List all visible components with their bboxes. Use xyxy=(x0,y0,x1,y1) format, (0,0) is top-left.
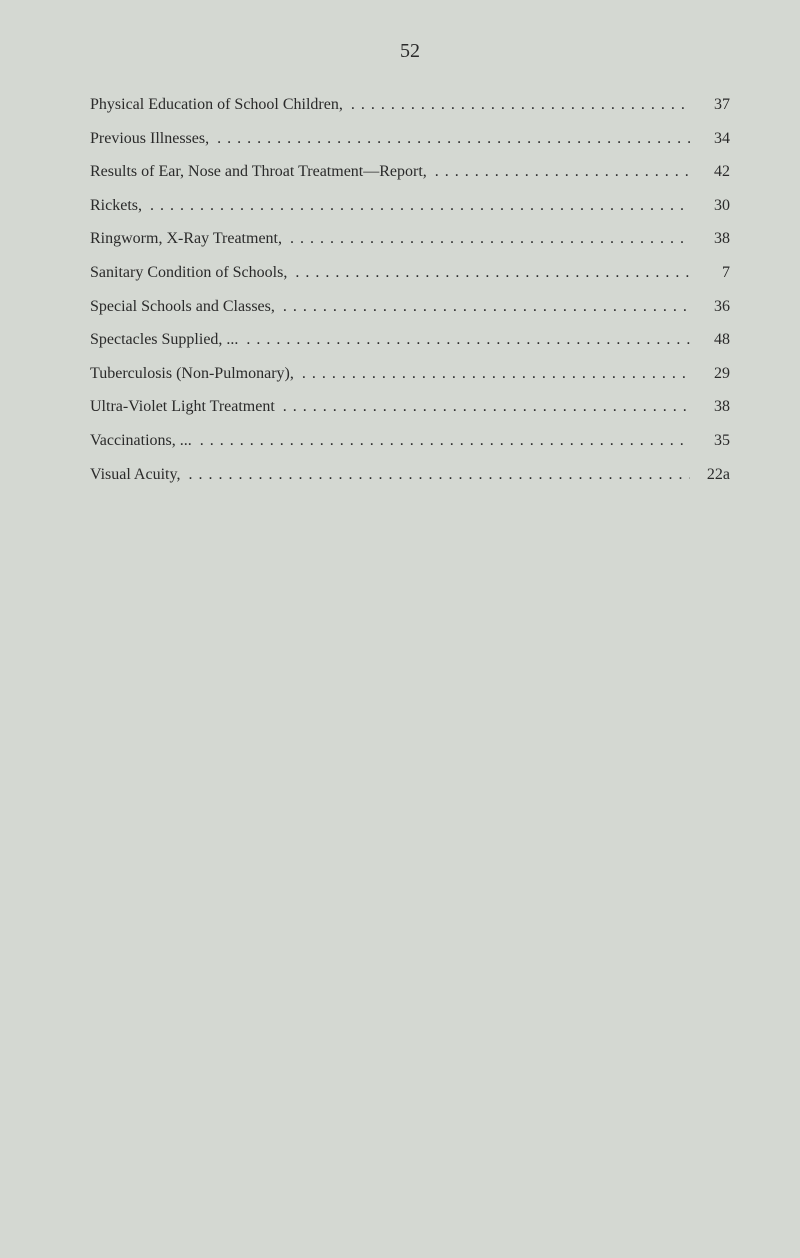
index-row: Ultra-Violet Light Treatment............… xyxy=(90,390,730,424)
index-label: Physical Education of School Children, xyxy=(90,88,343,122)
index-page-number: 35 xyxy=(690,424,730,458)
index-row: Visual Acuity,..........................… xyxy=(90,458,730,492)
leader-dots: ........................................… xyxy=(275,390,690,424)
index-row: Spectacles Supplied, ...................… xyxy=(90,323,730,357)
index-page-number: 37 xyxy=(690,88,730,122)
index-row: Tuberculosis (Non-Pulmonary),...........… xyxy=(90,357,730,391)
index-row: Results of Ear, Nose and Throat Treatmen… xyxy=(90,155,730,189)
leader-dots: ........................................… xyxy=(142,189,690,223)
index-label: Ringworm, X-Ray Treatment, xyxy=(90,222,282,256)
index-label: Rickets, xyxy=(90,189,142,223)
leader-dots: ........................................… xyxy=(294,357,690,391)
index-page-number: 30 xyxy=(690,189,730,223)
leader-dots: ........................................… xyxy=(238,323,690,357)
leader-dots: ........................................… xyxy=(180,458,690,492)
index-page-number: 29 xyxy=(690,357,730,391)
index-label: Spectacles Supplied, ... xyxy=(90,323,238,357)
index-row: Sanitary Condition of Schools,..........… xyxy=(90,256,730,290)
index-page-number: 42 xyxy=(690,155,730,189)
index-label: Special Schools and Classes, xyxy=(90,290,275,324)
leader-dots: ........................................… xyxy=(427,155,690,189)
leader-dots: ........................................… xyxy=(282,222,690,256)
index-row: Ringworm, X-Ray Treatment,..............… xyxy=(90,222,730,256)
index-list: Physical Education of School Children,..… xyxy=(90,88,730,491)
page-number: 52 xyxy=(90,40,730,63)
leader-dots: ........................................… xyxy=(343,88,690,122)
index-page-number: 7 xyxy=(690,256,730,290)
index-page-number: 38 xyxy=(690,222,730,256)
index-row: Rickets,................................… xyxy=(90,189,730,223)
index-page-number: 34 xyxy=(690,122,730,156)
document-page: 52 Physical Education of School Children… xyxy=(0,0,800,531)
index-label: Results of Ear, Nose and Throat Treatmen… xyxy=(90,155,427,189)
index-label: Visual Acuity, xyxy=(90,458,180,492)
index-row: Physical Education of School Children,..… xyxy=(90,88,730,122)
leader-dots: ........................................… xyxy=(209,122,690,156)
index-label: Sanitary Condition of Schools, xyxy=(90,256,287,290)
index-page-number: 38 xyxy=(690,390,730,424)
index-label: Ultra-Violet Light Treatment xyxy=(90,390,275,424)
index-label: Tuberculosis (Non-Pulmonary), xyxy=(90,357,294,391)
index-row: Previous Illnesses,.....................… xyxy=(90,122,730,156)
leader-dots: ........................................… xyxy=(275,290,690,324)
index-row: Vaccinations, ..........................… xyxy=(90,424,730,458)
leader-dots: ........................................… xyxy=(192,424,690,458)
leader-dots: ........................................… xyxy=(287,256,690,290)
index-row: Special Schools and Classes,............… xyxy=(90,290,730,324)
index-page-number: 36 xyxy=(690,290,730,324)
index-label: Previous Illnesses, xyxy=(90,122,209,156)
index-page-number: 48 xyxy=(690,323,730,357)
index-page-number: 22a xyxy=(690,458,730,492)
index-label: Vaccinations, ... xyxy=(90,424,192,458)
